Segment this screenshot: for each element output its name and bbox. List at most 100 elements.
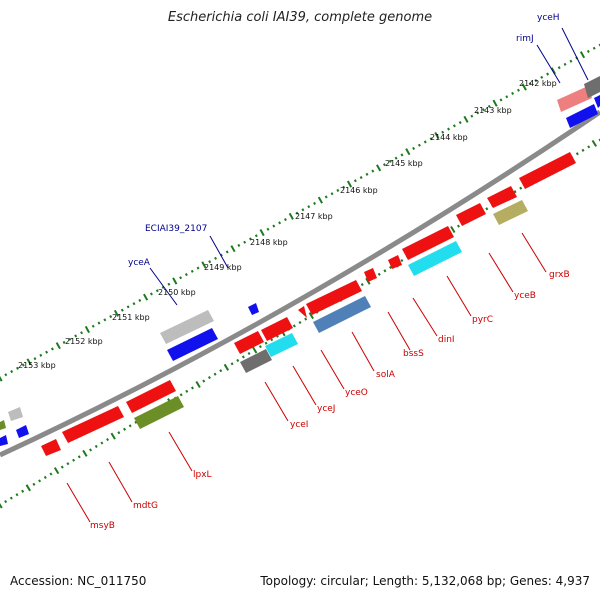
outer-minor-tick: [74, 334, 78, 338]
feature-solA[interactable]: [313, 296, 371, 333]
inner-minor-tick: [66, 462, 70, 466]
outer-minor-tick: [179, 276, 183, 280]
gene-label-dinI[interactable]: dinI: [438, 335, 455, 345]
feature-lpxL[interactable]: [134, 396, 184, 429]
feature-ECIAI39-2107[interactable]: [160, 310, 214, 344]
outer-major-tick: [521, 83, 527, 91]
feature-blue-left[interactable]: [16, 425, 29, 438]
feature-blue-far-left[interactable]: [0, 435, 8, 446]
feature-gray-left[interactable]: [8, 407, 23, 421]
outer-minor-tick: [150, 292, 153, 296]
feature-red-mid-2[interactable]: [402, 226, 454, 260]
feature-yceB[interactable]: [487, 186, 517, 208]
gene-label-msyB[interactable]: msyB: [90, 521, 115, 531]
tick-label: 2143 kbp: [474, 106, 512, 115]
outer-major-tick: [113, 309, 120, 317]
accession-text: Accession: NC_011750: [10, 574, 147, 588]
outer-minor-tick: [103, 318, 107, 322]
inner-major-tick: [0, 503, 3, 509]
gene-label-bssS[interactable]: bssS: [403, 349, 424, 359]
gene-label-yceB[interactable]: yceB: [514, 291, 536, 301]
tick-label: 2149 kbp: [204, 263, 242, 272]
outer-minor-tick: [505, 95, 509, 99]
feature-dinI[interactable]: [388, 255, 402, 269]
feature-mdtG[interactable]: [62, 406, 124, 443]
outer-minor-tick: [243, 240, 247, 244]
inner-minor-tick: [400, 258, 404, 263]
inner-minor-tick: [247, 351, 251, 356]
feature-yceJ[interactable]: [265, 333, 298, 357]
outer-minor-tick: [423, 140, 427, 144]
feature-small-blue-arrow[interactable]: [248, 303, 259, 315]
gene-label-yceH[interactable]: yceH: [537, 13, 560, 23]
gene-label-lpxL[interactable]: lpxL: [193, 470, 212, 480]
genome-summary-text: Topology: circular; Length: 5,132,068 bp…: [260, 574, 590, 588]
inner-minor-tick: [128, 424, 132, 428]
outer-major-tick: [259, 229, 265, 237]
gene-label-yceO[interactable]: yceO: [345, 388, 368, 398]
outer-minor-tick: [441, 130, 445, 134]
outer-minor-tick: [266, 227, 270, 231]
feature-yceA[interactable]: [167, 328, 218, 361]
outer-minor-tick: [4, 373, 8, 377]
gene-label-yceI[interactable]: yceI: [290, 420, 308, 430]
tick-label: 2153 kbp: [18, 361, 56, 370]
inner-major-tick: [82, 449, 88, 457]
feature-yceO[interactable]: [306, 280, 362, 315]
outer-minor-tick: [342, 185, 346, 189]
outer-major-tick: [201, 261, 207, 269]
feature-pyrC[interactable]: [408, 241, 462, 276]
feature-small-red-tri[interactable]: [298, 306, 307, 318]
inner-minor-tick: [360, 283, 364, 287]
outer-minor-tick: [184, 273, 188, 277]
outer-minor-tick: [417, 143, 421, 147]
inner-minor-tick: [134, 420, 138, 424]
gene-label-solA[interactable]: solA: [376, 370, 396, 380]
tick-label: 2144 kbp: [430, 133, 468, 142]
feature-red-mid-1[interactable]: [456, 203, 486, 226]
outer-minor-tick: [10, 370, 14, 374]
inner-minor-tick: [43, 475, 47, 479]
feature-yceI[interactable]: [240, 349, 272, 373]
gene-label-ECIAI39-2107[interactable]: ECIAI39_2107: [145, 224, 207, 234]
inner-minor-tick: [94, 444, 98, 449]
inner-minor-tick: [587, 145, 591, 149]
feature-bssS[interactable]: [364, 268, 377, 282]
outer-minor-tick: [476, 111, 480, 115]
outer-minor-tick: [458, 121, 462, 125]
gene-label-rimJ[interactable]: rimJ: [516, 34, 534, 44]
feature-msyB[interactable]: [41, 439, 61, 456]
feature-red-mid-4[interactable]: [234, 331, 264, 354]
outer-minor-tick: [447, 127, 450, 131]
inner-major-tick: [53, 467, 60, 475]
feature-darkgray-top[interactable]: [584, 76, 600, 98]
feature-blue-edge[interactable]: [594, 95, 600, 108]
outer-major-tick: [172, 277, 178, 285]
outer-minor-tick: [45, 350, 49, 354]
outer-major-tick: [434, 132, 440, 140]
inner-minor-tick: [241, 355, 245, 359]
outer-minor-tick: [452, 124, 456, 128]
feature-grxB[interactable]: [493, 200, 528, 225]
inner-minor-tick: [485, 207, 489, 211]
inner-minor-tick: [298, 320, 302, 325]
outer-minor-tick: [592, 46, 596, 50]
gene-label-yceA[interactable]: yceA: [128, 258, 151, 268]
inner-minor-tick: [117, 431, 121, 435]
gene-label-grxB[interactable]: grxB: [549, 270, 570, 280]
feature-rimJ[interactable]: [566, 104, 598, 128]
outer-minor-tick: [120, 308, 124, 312]
gene-label-yceJ[interactable]: yceJ: [317, 404, 335, 414]
gene-label-mdtG[interactable]: mdtG: [133, 501, 158, 511]
feature-olive-left[interactable]: [0, 420, 6, 430]
inner-minor-tick: [202, 379, 206, 383]
outer-minor-tick: [190, 269, 194, 273]
feature-yceH[interactable]: [557, 86, 592, 112]
outer-minor-tick: [138, 298, 142, 302]
outer-minor-tick: [16, 366, 19, 370]
feature-red-low-1[interactable]: [126, 380, 176, 413]
gene-label-pyrC[interactable]: pyrC: [472, 315, 493, 325]
inner-minor-tick: [21, 489, 25, 493]
feature-red-mid-3[interactable]: [261, 317, 293, 341]
feature-red-top-1[interactable]: [519, 152, 576, 189]
